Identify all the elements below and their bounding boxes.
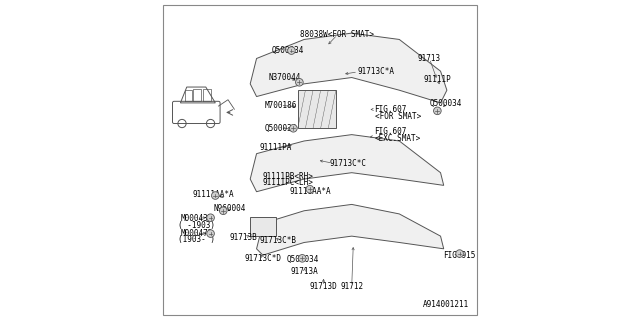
Circle shape	[220, 207, 227, 215]
Text: ( -1903): ( -1903)	[179, 220, 216, 229]
Text: 91713C*A: 91713C*A	[357, 67, 394, 76]
Text: 91713D: 91713D	[309, 282, 337, 291]
Text: A914001211: A914001211	[423, 300, 469, 309]
Text: FIG.607: FIG.607	[374, 127, 407, 136]
Text: M000437: M000437	[180, 214, 213, 223]
Circle shape	[296, 78, 303, 86]
Text: M000472: M000472	[180, 229, 213, 238]
Text: 91111AA*A: 91111AA*A	[289, 187, 331, 196]
Text: Q500034: Q500034	[264, 124, 296, 133]
Text: 88038W<FOR SMAT>: 88038W<FOR SMAT>	[300, 30, 374, 39]
Bar	[298, 90, 336, 128]
Text: <EXC.SMAT>: <EXC.SMAT>	[374, 134, 421, 143]
Polygon shape	[250, 135, 444, 192]
Text: 91713: 91713	[418, 54, 441, 63]
Text: 91111PA: 91111PA	[259, 143, 292, 152]
Text: FIG.915: FIG.915	[444, 251, 476, 260]
Text: 91111AA*A: 91111AA*A	[193, 190, 234, 199]
Circle shape	[433, 107, 441, 115]
Text: 91713B: 91713B	[229, 233, 257, 242]
Text: Q500034: Q500034	[272, 46, 305, 55]
Circle shape	[211, 192, 219, 199]
Polygon shape	[257, 204, 444, 255]
Circle shape	[298, 254, 306, 262]
Text: N960004: N960004	[213, 204, 246, 213]
Text: 91111P: 91111P	[424, 75, 451, 84]
Bar	[250, 217, 276, 236]
Text: Q500034: Q500034	[286, 254, 319, 263]
Text: 91713C*C: 91713C*C	[330, 159, 367, 168]
Text: 91713A: 91713A	[291, 267, 318, 276]
Circle shape	[306, 185, 314, 193]
Text: N370044: N370044	[268, 73, 301, 82]
Circle shape	[207, 214, 214, 221]
Text: <FOR SMAT>: <FOR SMAT>	[374, 112, 421, 121]
Circle shape	[207, 230, 214, 237]
Text: FIG.607: FIG.607	[374, 105, 407, 114]
Text: (1903- ): (1903- )	[179, 236, 216, 244]
Text: Q500034: Q500034	[430, 99, 463, 108]
Circle shape	[289, 124, 297, 132]
Text: 91111PB<RH>: 91111PB<RH>	[263, 172, 314, 181]
Text: 91712: 91712	[340, 282, 364, 291]
Polygon shape	[250, 33, 447, 103]
Text: 91713C*B: 91713C*B	[260, 236, 296, 245]
Text: M700186: M700186	[264, 101, 296, 110]
Text: 91111PC<LH>: 91111PC<LH>	[263, 178, 314, 187]
Circle shape	[287, 47, 295, 54]
Circle shape	[456, 250, 463, 257]
Text: 91713C*D: 91713C*D	[244, 254, 282, 263]
